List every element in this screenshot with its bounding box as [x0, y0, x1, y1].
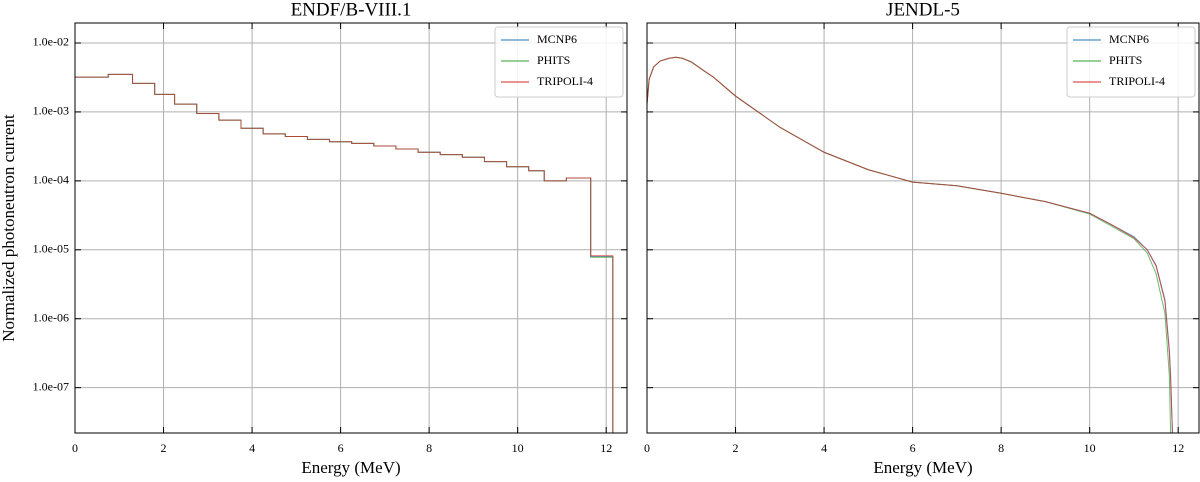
x-tick-label: 10	[512, 441, 524, 455]
legend-label: TRIPOLI-4	[537, 74, 593, 88]
chart-title: ENDF/B-VIII.1	[291, 0, 412, 20]
x-tick-label: 6	[338, 441, 344, 455]
y-tick-label: 1.0e-02	[33, 35, 69, 49]
axes-frame	[646, 22, 1200, 434]
plot-area	[75, 73, 614, 433]
series-line	[75, 73, 614, 433]
y-tick-label: 1.0e-03	[33, 104, 69, 118]
x-tick-label: 8	[998, 441, 1004, 455]
chart-title: JENDL-5	[886, 0, 960, 20]
legend-label: MCNP6	[537, 32, 577, 46]
x-tick-label: 6	[910, 441, 916, 455]
legend-box	[1066, 26, 1196, 98]
y-tick-label: 1.0e-06	[33, 310, 69, 324]
y-axis-label: Normalized photoneutron current	[0, 114, 18, 342]
series-line	[75, 73, 614, 433]
x-tick-label: 10	[1084, 441, 1096, 455]
legend-label: PHITS	[537, 53, 570, 67]
x-axis-label: Energy (MeV)	[301, 458, 400, 477]
series-line	[647, 56, 1172, 433]
x-tick-label: 12	[1172, 441, 1184, 455]
x-tick-label: 0	[644, 441, 650, 455]
y-tick-label: 1.0e-04	[33, 173, 69, 187]
y-tick-label: 1.0e-05	[33, 242, 69, 256]
x-axis-label: Energy (MeV)	[873, 458, 972, 477]
x-tick-label: 0	[72, 441, 78, 455]
x-tick-label: 2	[733, 441, 739, 455]
x-tick-label: 4	[249, 441, 255, 455]
x-tick-label: 8	[426, 441, 432, 455]
x-tick-label: 4	[821, 441, 827, 455]
legend-label: MCNP6	[1109, 32, 1149, 46]
y-tick-label: 1.0e-07	[33, 379, 69, 393]
legend-label: TRIPOLI-4	[1109, 74, 1165, 88]
plot-area	[647, 56, 1173, 433]
series-line	[647, 56, 1173, 433]
series-line	[75, 73, 614, 433]
legend-label: PHITS	[1109, 53, 1142, 67]
axes-frame	[74, 22, 628, 434]
x-tick-label: 12	[600, 441, 612, 455]
series-line	[647, 56, 1173, 433]
x-tick-label: 2	[161, 441, 167, 455]
legend-box	[494, 26, 624, 98]
